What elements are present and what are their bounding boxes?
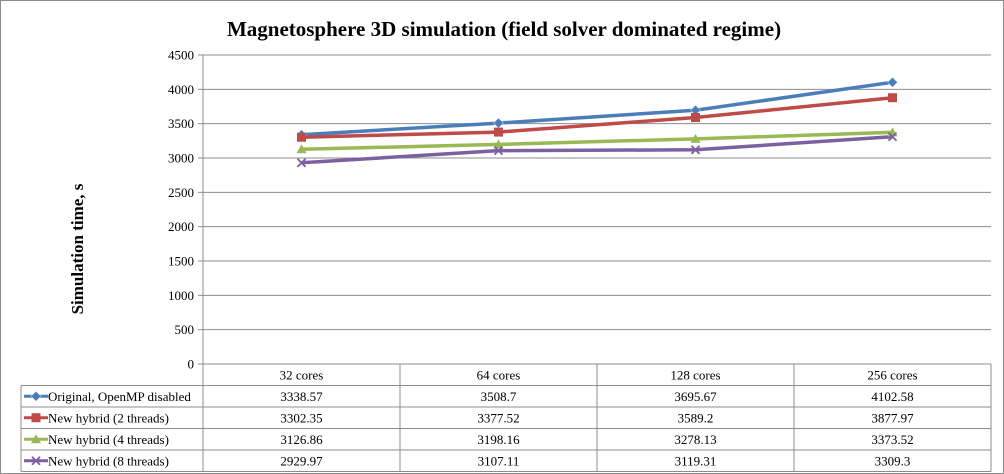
table-value-cell: 3302.35 <box>280 410 322 425</box>
table-value-cell: 3309.3 <box>875 453 911 468</box>
table-value-cell: 3377.52 <box>477 410 519 425</box>
data-point <box>690 145 701 155</box>
y-tick-label: 4500 <box>168 48 194 63</box>
legend-label: New hybrid (8 threads) <box>48 453 169 468</box>
table-value-cell: 3278.13 <box>674 432 716 447</box>
data-table: 32 cores 64 cores 128 cores 256 cores Origin… <box>20 363 992 472</box>
data-point <box>493 117 504 129</box>
legend-key-marker <box>31 413 41 423</box>
data-point <box>888 93 897 103</box>
series-line <box>301 80 893 137</box>
y-tick-label: 4000 <box>168 82 194 97</box>
data-point <box>296 144 307 154</box>
x-category-label: 32 cores <box>280 367 324 382</box>
series-lines <box>296 76 898 168</box>
y-tick-label: 2000 <box>168 219 194 234</box>
data-point <box>296 158 307 168</box>
table-value-cell: 3373.52 <box>871 432 913 447</box>
table-value-cell: 3589.2 <box>678 410 714 425</box>
y-tick-label: 1000 <box>168 288 194 303</box>
data-point <box>691 113 700 123</box>
data-point <box>493 139 504 149</box>
data-point <box>493 146 504 156</box>
legend-label: New hybrid (2 threads) <box>48 410 169 425</box>
series-line <box>301 95 893 139</box>
table-value-cell: 3338.57 <box>280 389 323 404</box>
legend-key-marker <box>31 434 41 444</box>
data-point <box>494 127 503 137</box>
y-tick-labels: 0 500 1000 1500 2000 2500 3000 3500 4000 4500 <box>168 48 194 372</box>
table-value-cell: 2929.97 <box>280 453 323 468</box>
table-value-cell: 3877.97 <box>871 410 914 425</box>
table-value-cell: 3119.31 <box>675 453 717 468</box>
chart-title: Magnetosphere 3D simulation (field solve… <box>227 17 781 41</box>
data-point <box>297 132 306 142</box>
y-axis-label: Simulation time, s <box>68 183 87 314</box>
y-tick-label: 1500 <box>168 254 194 269</box>
x-category-label: 128 cores <box>670 367 720 382</box>
series-line <box>301 130 893 152</box>
data-point <box>690 133 701 143</box>
table-value-cell: 3508.7 <box>481 389 517 404</box>
legend-label: New hybrid (4 threads) <box>48 432 169 447</box>
legend-key-marker <box>31 456 41 466</box>
legend-label: Original, OpenMP disabled <box>48 389 191 404</box>
y-tick-label: 3500 <box>168 116 194 131</box>
x-category-label: 64 cores <box>477 367 521 382</box>
legend-key-marker <box>30 390 42 402</box>
y-tick-label: 3000 <box>168 151 194 166</box>
table-value-cell: 4102.58 <box>871 389 913 404</box>
table-value-cell: 3695.67 <box>674 389 717 404</box>
data-point <box>887 76 898 88</box>
table-value-cell: 3198.16 <box>477 432 520 447</box>
table-value-cell: 3126.86 <box>280 432 323 447</box>
y-tick-label: 2500 <box>168 185 194 200</box>
grid-lines <box>198 54 991 365</box>
x-category-label: 256 cores <box>867 367 917 382</box>
y-tick-label: 500 <box>175 322 195 337</box>
series-line <box>301 135 893 165</box>
data-point <box>887 132 898 142</box>
y-tick-label: 0 <box>188 357 195 372</box>
table-value-cell: 3107.11 <box>478 453 520 468</box>
